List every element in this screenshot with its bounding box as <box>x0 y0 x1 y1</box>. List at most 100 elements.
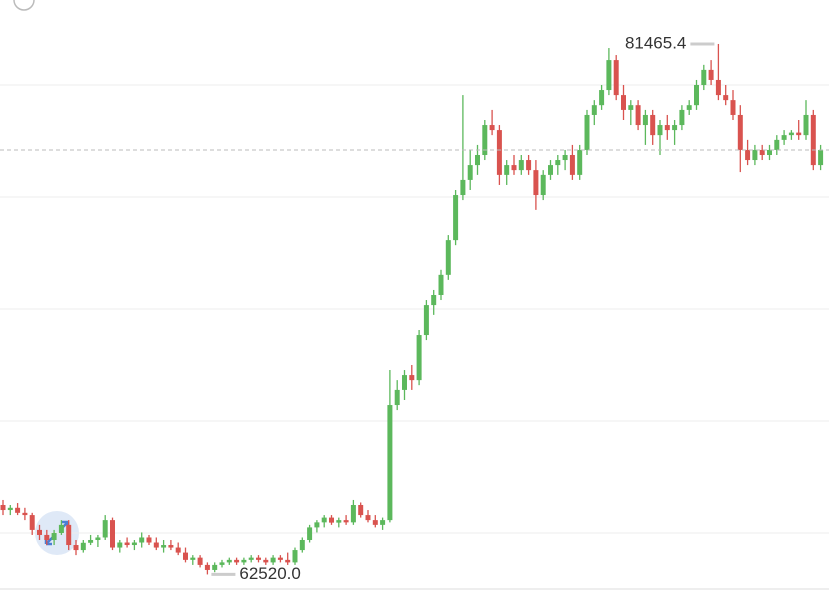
candle-body <box>66 524 72 546</box>
candle-body <box>642 114 648 126</box>
candle-body <box>80 542 86 551</box>
candle-body <box>139 537 145 543</box>
candle-body <box>314 522 320 528</box>
candle-body <box>175 547 181 553</box>
candle-body <box>190 557 196 560</box>
candle-body <box>489 125 495 131</box>
close-icon[interactable] <box>13 0 35 11</box>
candle-body <box>701 69 707 86</box>
candle-body <box>285 559 291 563</box>
candle-body <box>423 305 429 336</box>
candle-body <box>467 165 473 180</box>
candle-body <box>146 537 152 543</box>
candle-body <box>599 90 605 106</box>
candle-body <box>540 174 546 196</box>
candle-body <box>475 155 480 166</box>
min-label: 62520.0 <box>239 564 300 583</box>
candle-body <box>453 195 459 241</box>
candle-body <box>621 95 626 110</box>
candle-body <box>387 405 393 521</box>
candle-body <box>263 559 269 563</box>
candle-body <box>657 125 663 136</box>
candle-body <box>686 105 692 110</box>
candle-body <box>591 105 597 115</box>
candle-body <box>88 539 94 543</box>
candle-body <box>212 564 218 570</box>
candle-body <box>241 559 247 563</box>
candle-body <box>197 557 203 565</box>
candle-body <box>0 504 6 511</box>
candle-body <box>343 520 349 523</box>
candle-body <box>256 557 261 560</box>
candle-body <box>124 542 130 546</box>
candle-body <box>15 507 21 513</box>
candle-body <box>409 375 415 381</box>
candle-body <box>796 132 802 136</box>
candle-body <box>482 125 488 156</box>
candle-body <box>37 529 42 535</box>
candle-body <box>438 274 444 296</box>
candle-body <box>58 524 64 533</box>
candle-body <box>102 520 108 538</box>
candle-body <box>730 100 736 115</box>
candle-body <box>321 517 327 523</box>
candle-body <box>168 545 174 548</box>
candle-body <box>511 165 517 171</box>
candle-body <box>788 132 794 136</box>
candle-body <box>183 552 188 560</box>
candle-body <box>759 149 765 156</box>
candle-body <box>29 515 35 530</box>
candle-body <box>117 542 123 548</box>
zoom-icon <box>44 520 70 546</box>
candle-body <box>708 69 714 80</box>
candle-body <box>131 542 137 546</box>
candle-body <box>569 155 575 175</box>
candle-body <box>234 559 240 563</box>
candle-body <box>745 149 751 161</box>
candle-body <box>460 179 466 196</box>
candle-body <box>613 60 619 96</box>
candle-body <box>679 109 685 126</box>
candle-body <box>584 114 590 150</box>
candle-body <box>445 240 451 275</box>
candle-body <box>161 545 167 548</box>
candle-body <box>774 139 780 150</box>
candle-body <box>664 125 670 131</box>
max-label: 81465.4 <box>625 33 686 52</box>
candle-body <box>628 105 634 110</box>
candle-body <box>358 504 364 516</box>
candle-body <box>380 520 386 525</box>
candle-body <box>51 532 57 540</box>
candle-body <box>577 149 583 175</box>
candle-body <box>219 562 225 565</box>
candle-body <box>518 160 524 171</box>
candle-body <box>270 557 276 563</box>
candle-body <box>562 155 568 161</box>
candle-body <box>752 149 758 161</box>
candle-body <box>372 520 378 525</box>
candle-body <box>818 149 824 166</box>
candle-body <box>110 520 115 548</box>
candle-body <box>781 135 787 140</box>
candle-body <box>803 114 809 136</box>
candle-body <box>548 165 553 175</box>
candle-body <box>299 539 305 551</box>
candle-body <box>95 537 101 540</box>
candle-body <box>73 545 79 551</box>
candle-body <box>336 520 342 523</box>
candle-body <box>22 512 28 516</box>
candle-body <box>810 114 816 166</box>
candle-body <box>7 507 13 511</box>
candle-body <box>533 170 539 196</box>
candle-body <box>635 105 641 126</box>
candle-body <box>329 517 334 523</box>
candle-body <box>350 504 356 523</box>
candle-body <box>248 557 254 560</box>
candle-body <box>431 295 437 306</box>
candle-body <box>606 60 612 91</box>
candle-body <box>402 375 407 390</box>
candle-body <box>394 389 400 406</box>
candle-body <box>672 125 678 131</box>
candle-body <box>416 335 422 381</box>
